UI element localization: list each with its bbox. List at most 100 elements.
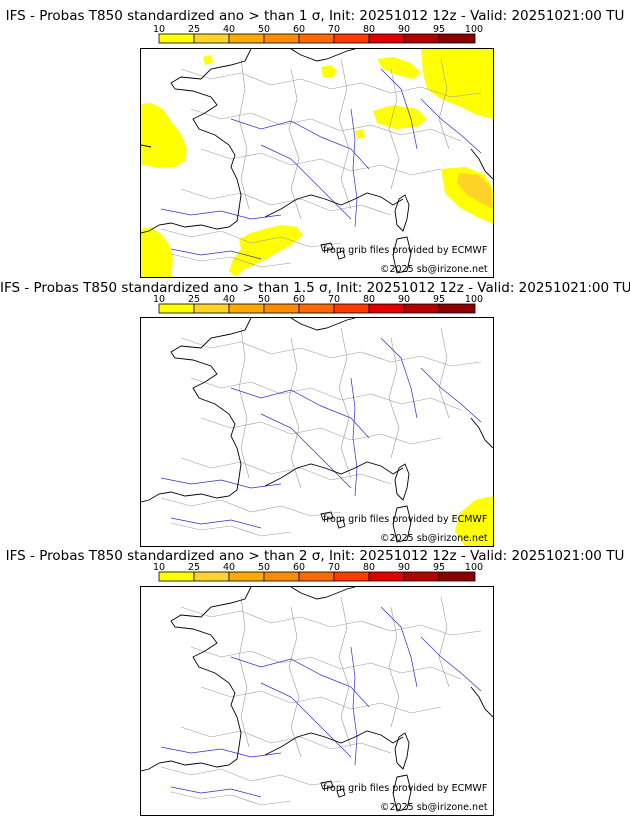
border-line: [438, 327, 450, 419]
corsica: [394, 194, 410, 232]
legend-tick: 90: [398, 562, 410, 573]
coastline: [141, 587, 252, 772]
credit-source: from grib files provided by ECMWF: [323, 514, 488, 525]
border-line: [200, 148, 442, 176]
border-line: [170, 522, 292, 537]
river-line: [170, 517, 262, 529]
legend-swatch: [263, 303, 300, 314]
legend-tick: 90: [398, 294, 410, 305]
border-line: [288, 606, 302, 758]
legend-swatch: [193, 571, 230, 582]
legend-ticks: 10 25 40 50 60 70 80 90 95 100: [153, 24, 483, 35]
coastline: [141, 318, 252, 503]
prob-area-atlantic-west: [141, 103, 187, 168]
legend-tick: 70: [328, 24, 340, 35]
river-line: [160, 746, 282, 758]
prob-area-small-1: [203, 55, 213, 65]
legend-swatch: [333, 303, 370, 314]
border-line: [180, 726, 392, 754]
legend-swatch: [263, 33, 300, 44]
legend-tick: 100: [465, 562, 483, 573]
legend-tick: 70: [328, 562, 340, 573]
legend-swatch: [228, 571, 265, 582]
border-line: [190, 377, 462, 411]
border-line: [388, 606, 400, 728]
border-line: [180, 457, 392, 485]
legend-swatch: [368, 33, 405, 44]
coastline: [470, 686, 493, 718]
legend-tick: 95: [433, 294, 445, 305]
coastline-layer: [141, 587, 493, 812]
river-line: [160, 477, 282, 489]
legend-swatch: [298, 571, 335, 582]
legend-swatch: [193, 33, 230, 44]
border-line: [438, 596, 450, 688]
river-line: [350, 108, 358, 228]
border-line: [238, 327, 250, 479]
border-line: [238, 58, 250, 210]
prob-area-atlantic-spain: [141, 227, 173, 277]
coastline: [264, 730, 404, 756]
legend-swatch: [298, 303, 335, 314]
coastline-layer: [141, 49, 493, 274]
border-line: [180, 606, 482, 636]
map-canvas: [141, 587, 493, 812]
legend-tick: 90: [398, 24, 410, 35]
balearic-island: [320, 780, 334, 790]
border-line: [200, 686, 442, 714]
legend-tick: 60: [293, 562, 305, 573]
prob-area-germany-east: [421, 49, 493, 119]
legend-tick: 80: [363, 24, 375, 35]
rivers-layer: [160, 68, 482, 260]
balearic-island: [336, 250, 346, 260]
coastline: [470, 148, 493, 180]
balearic-island: [320, 242, 334, 252]
river-line: [260, 413, 352, 489]
corsica: [394, 463, 410, 501]
panel-title: IFS - Probas T850 standardized ano > tha…: [0, 280, 630, 296]
prob-area-germany-north: [377, 57, 421, 79]
border-line: [160, 766, 342, 786]
legend-swatches: [158, 571, 476, 582]
legend-swatch: [403, 571, 440, 582]
border-line: [180, 68, 482, 98]
probability-fill-layer: [455, 496, 493, 546]
coastline: [290, 49, 356, 62]
border-line: [190, 646, 462, 680]
legend-tick: 80: [363, 562, 375, 573]
border-line: [438, 58, 450, 150]
admin-borders-layer: [160, 58, 482, 268]
legend-tick: 100: [465, 24, 483, 35]
legend-swatch: [403, 303, 440, 314]
legend-tick: 40: [223, 294, 235, 305]
map-panel-2: IFS - Probas T850 standardized ano > tha…: [0, 278, 630, 548]
border-line: [190, 108, 462, 142]
river-line: [350, 377, 358, 497]
legend-swatch: [263, 571, 300, 582]
legend-swatch: [333, 571, 370, 582]
legend-swatch: [158, 303, 195, 314]
prob-area-corsica-sea: [455, 496, 493, 546]
river-line: [160, 208, 282, 220]
legend-swatch: [193, 303, 230, 314]
border-line: [170, 791, 292, 806]
border-line: [238, 596, 250, 748]
map-frame: [140, 48, 494, 278]
river-line: [420, 636, 482, 692]
legend-tick: 25: [188, 294, 200, 305]
credit-copyright: ©2025 sb@irizone.net: [380, 802, 488, 813]
balearic-island: [320, 511, 334, 521]
border-line: [388, 337, 400, 459]
admin-borders-layer: [160, 596, 482, 806]
map-frame: [140, 317, 494, 547]
coastline: [290, 587, 356, 600]
map-frame: [140, 586, 494, 816]
sardinia: [392, 774, 412, 812]
coastline: [290, 318, 356, 331]
sardinia: [392, 236, 412, 274]
coastline: [264, 192, 404, 218]
prob-area-small-2: [355, 129, 365, 139]
legend-tick: 100: [465, 294, 483, 305]
legend-swatch: [228, 303, 265, 314]
legend-tick: 95: [433, 562, 445, 573]
